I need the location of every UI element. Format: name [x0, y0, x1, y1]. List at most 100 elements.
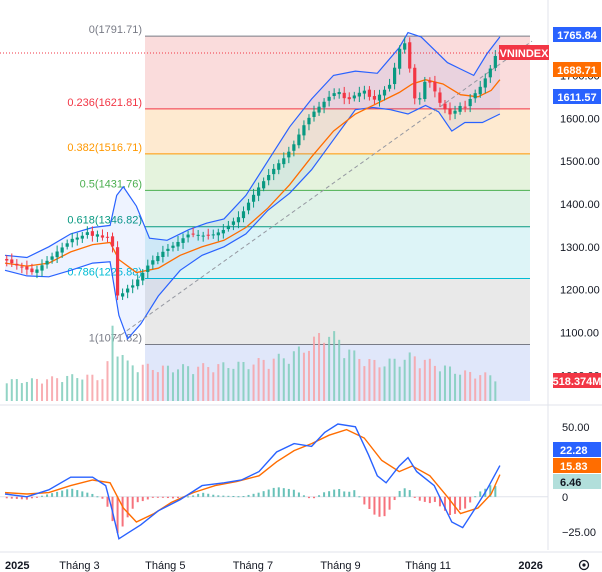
macd-histogram-bar [187, 496, 190, 498]
candle-body [438, 92, 442, 103]
candle-body [332, 93, 336, 96]
candle-body [10, 259, 14, 264]
candle-body [236, 217, 241, 223]
volume-bar [212, 372, 215, 401]
volume-bar [287, 363, 290, 401]
volume-bar [61, 382, 64, 401]
candle-body [40, 265, 44, 271]
volume-bar [141, 364, 144, 401]
fib-zone-0.382 [145, 153, 530, 191]
volume-bar [469, 371, 472, 401]
candle-body [146, 265, 150, 272]
fib-zone-0.5 [145, 190, 530, 227]
candle-body [151, 260, 155, 265]
candle-body [95, 234, 100, 237]
histogram-value-tag: 6.46 [560, 477, 581, 489]
candle-body [408, 42, 412, 69]
candle-body [478, 86, 482, 95]
volume-bar [438, 371, 441, 401]
volume-bar [192, 374, 195, 401]
candle-body [241, 211, 246, 219]
candle-body [337, 92, 341, 95]
macd-tick-label: 50.00 [562, 422, 590, 434]
volume-bar [222, 362, 225, 401]
candle-body [357, 92, 361, 97]
candle-body [45, 260, 49, 265]
volume-bar [86, 374, 89, 401]
macd-histogram-bar [262, 491, 265, 497]
macd-histogram-bar [192, 495, 195, 497]
macd-histogram-bar [267, 489, 270, 497]
macd-histogram-bar [30, 496, 33, 499]
volume-bar [5, 383, 8, 401]
candles [5, 37, 497, 301]
candle-body [458, 105, 462, 112]
volume-bar [489, 375, 492, 401]
candle-body [292, 144, 296, 151]
time-tick-label: Tháng 3 [59, 560, 99, 572]
volume-bar [171, 372, 174, 401]
candle-body [327, 96, 331, 101]
symbol-tag-bg [499, 45, 549, 60]
volume-bar [56, 378, 59, 401]
candle-body [367, 89, 372, 97]
macd-histogram-bar [479, 491, 482, 497]
gear-center [582, 563, 586, 567]
volume-bar [30, 378, 33, 401]
price-tick-label: 1600.00 [560, 113, 600, 125]
macd-histogram-bar [398, 490, 401, 497]
fib-zone-0.786 [145, 278, 530, 345]
candle-body [403, 43, 407, 50]
settings-gear-icon[interactable] [578, 559, 590, 571]
ema-tag-label: 1688.71 [557, 65, 597, 77]
volume-bar [207, 367, 210, 401]
candle-body [201, 235, 205, 237]
volume-bar [328, 336, 331, 401]
candle-body [282, 158, 286, 165]
macd-histogram-bar [272, 487, 275, 497]
macd-histogram-bar [257, 492, 260, 497]
macd-panel: 50.00 0 −25.00 22.28 15.83 6.46 [0, 422, 601, 540]
fib-zone-0 [145, 36, 530, 109]
volume-bar [51, 376, 54, 401]
candle-body [15, 263, 19, 266]
macd-histogram-bar [454, 496, 457, 514]
macd-histogram-bar [166, 496, 169, 499]
volume-bar [378, 367, 381, 401]
volume-bar [15, 379, 18, 401]
macd-histogram-bar [323, 492, 326, 497]
macd-histogram-bar [333, 489, 336, 497]
candle-body [196, 234, 200, 236]
candle-body [211, 234, 215, 236]
macd-histogram-bar [242, 496, 245, 498]
candle-body [30, 268, 34, 273]
candle-body [423, 81, 427, 100]
macd-histogram-bar [237, 496, 240, 498]
fib-label-0.5: 0.5(1431.76) [80, 178, 142, 190]
volume-bar [202, 363, 205, 401]
macd-histogram-bar [15, 496, 18, 499]
candle-body [362, 90, 366, 94]
macd-histogram-bar [247, 494, 250, 497]
macd-histogram-bar [302, 495, 305, 497]
macd-histogram-bar [207, 493, 210, 497]
candle-body [483, 78, 487, 88]
candle-body [342, 92, 346, 99]
candle-body [75, 237, 79, 240]
volume-bar [338, 339, 341, 401]
fib-zone-0.236 [145, 108, 530, 154]
macd-histogram-bar [156, 496, 159, 498]
volume-bar [459, 374, 462, 401]
fib-label-0: 0(1791.71) [89, 24, 142, 36]
volume-bar [353, 350, 356, 401]
volume-bar [182, 364, 185, 401]
volume-bar [116, 356, 119, 401]
volume-bar [247, 369, 250, 401]
macd-histogram-bar [338, 489, 341, 497]
volume-bar [408, 352, 411, 401]
candle-body [312, 111, 316, 117]
volume-bar [368, 359, 371, 401]
candle-body [176, 241, 180, 247]
volume-bar [262, 359, 265, 401]
